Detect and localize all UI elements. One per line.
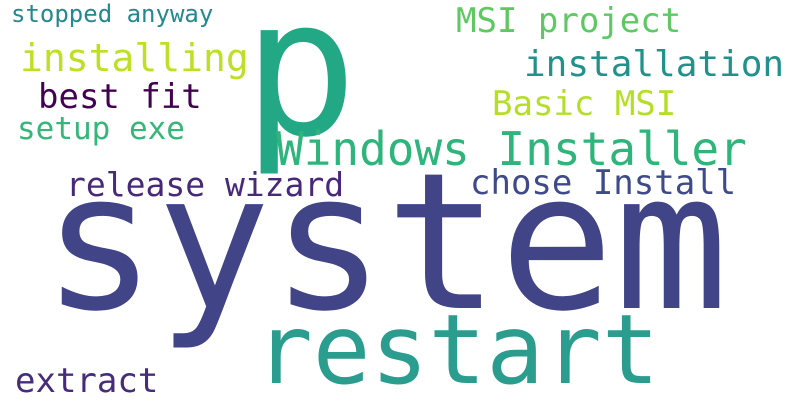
word-installing: installing <box>20 36 249 80</box>
word-stopped-anyway: stopped anyway <box>11 0 214 28</box>
word-best-fit: best fit <box>38 77 202 117</box>
word-extract: extract <box>15 361 159 400</box>
word-msi-project: MSI project <box>456 1 682 41</box>
word-basic-msi: Basic MSI <box>492 84 677 124</box>
word-installation: installation <box>524 44 785 85</box>
word-release-wizard: release wizard <box>66 165 345 204</box>
word-system: system <box>42 132 729 353</box>
word-setup-exe: setup exe <box>17 111 185 147</box>
word-windows-installer: Windows Installer <box>276 122 747 176</box>
word-restart: restart <box>255 294 660 400</box>
word-chose-install: chose Install <box>470 163 737 203</box>
word-p: p <box>243 0 358 179</box>
